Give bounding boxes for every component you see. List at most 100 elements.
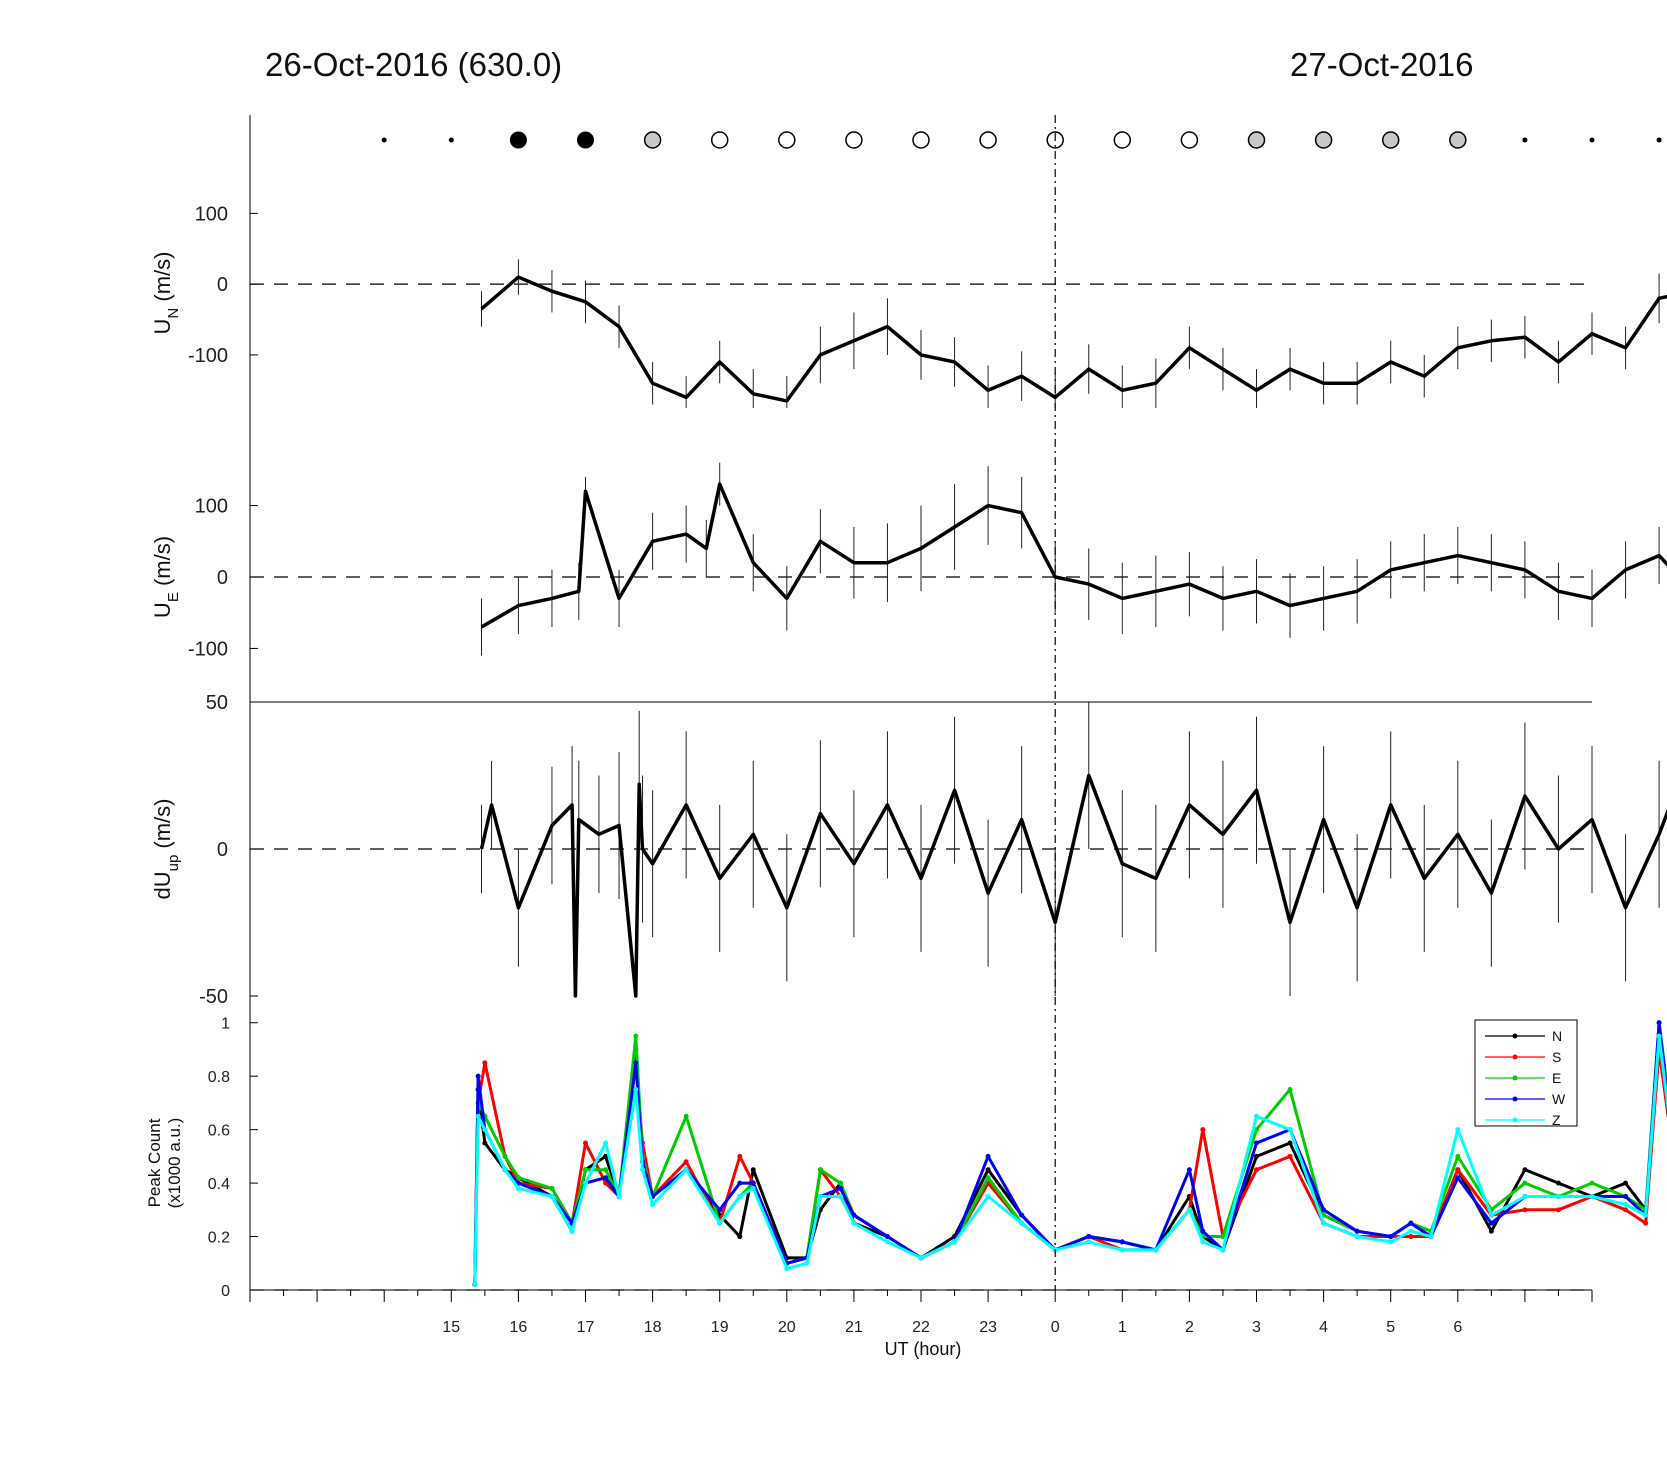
quality-marker xyxy=(1381,131,1400,149)
data-point xyxy=(482,1060,488,1066)
data-point xyxy=(804,1260,810,1266)
data-point xyxy=(1408,1228,1414,1234)
data-point xyxy=(475,1113,481,1119)
quality-marker xyxy=(845,131,863,149)
data-point xyxy=(1455,1153,1461,1159)
data-point xyxy=(1200,1127,1206,1133)
right-title: 27-Oct-2016 xyxy=(1290,46,1473,83)
quality-marker xyxy=(1656,137,1662,143)
y-tick-label: 0.2 xyxy=(208,1230,230,1247)
quality-marker xyxy=(778,131,796,149)
x-tick-label: 16 xyxy=(510,1319,528,1336)
x-tick-label: 5 xyxy=(1386,1319,1395,1336)
quality-marker xyxy=(1522,137,1528,143)
data-point xyxy=(1119,1239,1125,1245)
data-point xyxy=(603,1167,609,1173)
data-point xyxy=(1200,1239,1206,1245)
y-tick-label: -100 xyxy=(188,345,228,367)
legend-label: W xyxy=(1552,1091,1566,1107)
data-point xyxy=(583,1140,588,1146)
y-tick-label: 50 xyxy=(206,692,228,714)
data-point xyxy=(952,1239,958,1245)
data-point xyxy=(817,1167,823,1173)
data-point xyxy=(1455,1127,1461,1133)
data-point xyxy=(1623,1207,1629,1213)
y-tick-label: 100 xyxy=(195,203,228,225)
data-point xyxy=(603,1153,609,1159)
data-point xyxy=(475,1073,481,1079)
data-point xyxy=(583,1167,588,1173)
data-point xyxy=(1488,1220,1494,1226)
legend-label: E xyxy=(1552,1070,1561,1086)
panel-du: 50 0 -50 dUup (m/s) xyxy=(150,692,1667,1008)
data-point xyxy=(683,1113,689,1119)
data-point xyxy=(737,1193,743,1199)
y-tick-label: 0 xyxy=(221,1283,230,1300)
data-point xyxy=(750,1180,756,1186)
data-point xyxy=(1119,1247,1125,1253)
quality-marker xyxy=(1314,131,1333,149)
data-point xyxy=(650,1201,656,1207)
data-point xyxy=(1623,1201,1629,1207)
quality-marker xyxy=(643,131,662,149)
data-point xyxy=(1388,1234,1394,1240)
data-point xyxy=(985,1175,991,1181)
x-tick-label: 1 xyxy=(1118,1319,1127,1336)
quality-markers-row xyxy=(381,131,1662,149)
x-tick-label: 6 xyxy=(1453,1319,1462,1336)
data-point xyxy=(737,1180,743,1186)
legend-box xyxy=(1474,1019,1578,1127)
data-point xyxy=(616,1193,622,1199)
data-point xyxy=(1287,1140,1293,1146)
x-axis-label: UT (hour) xyxy=(885,1339,962,1359)
data-point xyxy=(583,1180,588,1186)
data-point xyxy=(851,1212,857,1218)
x-tick-label: 0 xyxy=(1051,1319,1060,1336)
data-point xyxy=(1623,1180,1629,1186)
series-line xyxy=(480,275,1667,403)
x-axis: 15 16 17 18 19 20 21 22 23 0 1 2 3 4 5 6 xyxy=(249,1289,1593,1336)
data-point xyxy=(1455,1167,1461,1173)
left-title: 26-Oct-2016 (630.0) xyxy=(265,46,562,83)
data-point xyxy=(502,1167,508,1173)
data-point xyxy=(1086,1234,1092,1240)
legend-label: N xyxy=(1552,1028,1562,1044)
data-point xyxy=(1254,1153,1259,1159)
data-point xyxy=(750,1185,756,1191)
data-point xyxy=(1488,1228,1494,1234)
quality-marker xyxy=(448,137,454,143)
data-point xyxy=(851,1220,857,1226)
data-point xyxy=(569,1228,575,1234)
data-point xyxy=(1455,1175,1461,1181)
data-point xyxy=(472,1282,478,1288)
quality-marker xyxy=(912,131,930,149)
data-point xyxy=(1153,1247,1159,1253)
data-point xyxy=(1186,1207,1192,1213)
data-point xyxy=(515,1175,521,1181)
x-tick-label: 22 xyxy=(912,1319,930,1336)
data-point xyxy=(1428,1234,1434,1240)
data-point xyxy=(633,1087,639,1093)
legend-marker xyxy=(1512,1054,1518,1060)
data-point xyxy=(1287,1087,1293,1093)
y-tick-label: 1 xyxy=(221,1016,230,1033)
y-axis-label-unit: (x1000 a.u.) xyxy=(165,1118,184,1209)
data-point xyxy=(817,1193,823,1199)
data-point xyxy=(549,1193,555,1199)
data-point xyxy=(1408,1220,1414,1226)
legend-label: S xyxy=(1552,1049,1561,1065)
data-point xyxy=(515,1185,521,1191)
data-point xyxy=(1254,1127,1259,1133)
y-axis-label: UE (m/s) xyxy=(150,536,182,618)
data-point xyxy=(784,1266,790,1272)
y-tick-label: 0 xyxy=(217,839,228,861)
data-point xyxy=(1522,1180,1528,1186)
data-point xyxy=(1354,1228,1360,1234)
legend-marker xyxy=(1512,1033,1518,1039)
data-point xyxy=(750,1167,756,1173)
data-point xyxy=(482,1127,488,1133)
data-point xyxy=(1287,1153,1293,1159)
quality-marker xyxy=(979,131,997,149)
series-line xyxy=(479,773,1667,998)
legend-marker xyxy=(1512,1117,1518,1123)
